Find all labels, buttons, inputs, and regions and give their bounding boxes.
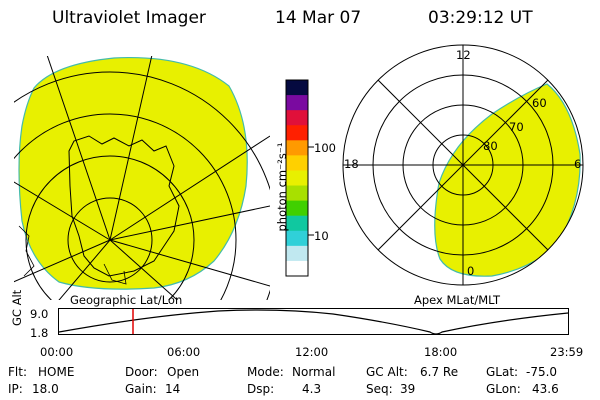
colorbar-band	[286, 80, 308, 96]
orbit-y-axis-label: GC Alt	[10, 289, 24, 326]
mlat-label-80: 80	[483, 139, 498, 153]
status-glon-value: 43.6	[532, 382, 559, 396]
date-label: 14 Mar 07	[275, 8, 362, 28]
continent-outline	[68, 135, 180, 277]
mlat-label-60: 60	[532, 96, 547, 110]
orbit-x-tick-2359: 23:59	[550, 345, 584, 359]
status-door-value: Open	[167, 365, 200, 379]
colorbar-band	[286, 110, 308, 126]
status-glat-label: GLat:	[486, 365, 519, 379]
status-gain-value: 14	[165, 382, 181, 396]
status-gcalt-label: GC Alt:	[366, 365, 408, 379]
status-gcalt-value: 6.7 Re	[420, 365, 459, 379]
polar-mlat-mlt-panel	[342, 44, 584, 286]
status-ip-label: IP:	[8, 382, 23, 396]
status-glat-value: -75.0	[526, 365, 558, 379]
status-seq-value: 39	[400, 382, 416, 396]
colorbar-band	[286, 185, 308, 202]
colorbar-tick-10: 10	[314, 229, 329, 243]
altitude-curve	[58, 309, 569, 335]
polar-grid	[342, 44, 584, 286]
orbit-altitude-strip	[58, 308, 569, 335]
status-seq-label: Seq:	[366, 382, 393, 396]
mlt-label-0: 0	[467, 264, 475, 278]
instrument-title: Ultraviolet Imager	[52, 8, 206, 28]
colorbar-band	[286, 95, 308, 111]
status-flt-value: HOME	[38, 365, 75, 379]
status-mode-value: Normal	[292, 365, 336, 379]
time-label: 03:29:12 UT	[428, 8, 533, 28]
geo-emission-region	[18, 56, 248, 290]
orbit-x-tick-1200: 12:00	[295, 345, 329, 359]
polar-emission-region	[434, 83, 581, 277]
status-gain-label: Gain:	[125, 382, 157, 396]
apex-caption: Apex MLat/MLT	[414, 293, 501, 307]
colorbar-band	[286, 245, 308, 262]
colorbar-unit-label: photon cm⁻²s⁻¹	[275, 142, 289, 232]
status-dsp-value: 4.3	[302, 382, 322, 396]
colorbar-tick-100: 100	[314, 141, 336, 155]
status-mode-label: Mode:	[247, 365, 284, 379]
mlt-label-18: 18	[344, 157, 359, 171]
mlt-label-6: 6	[574, 157, 582, 171]
orbit-y-tick-max: 9.0	[30, 307, 49, 321]
colorbar-band	[286, 170, 308, 187]
geographic-image-panel	[14, 56, 270, 300]
status-door-label: Door:	[125, 365, 158, 379]
colorbar-band	[286, 125, 308, 141]
status-dsp-label: Dsp:	[247, 382, 275, 396]
colorbar-band	[286, 215, 308, 232]
orbit-x-tick-0600: 06:00	[167, 345, 201, 359]
orbit-x-tick-0000: 00:00	[40, 345, 74, 359]
continent-coast-detail	[18, 225, 127, 285]
colorbar-band	[286, 230, 308, 247]
colorbar-band	[286, 140, 308, 156]
geo-grid	[14, 56, 270, 300]
orbit-x-tick-1800: 18:00	[424, 345, 458, 359]
colorbar	[285, 79, 314, 277]
orbit-y-tick-min: 1.8	[30, 326, 49, 340]
colorbar-band	[286, 260, 308, 277]
geographic-caption: Geographic Lat/Lon	[70, 293, 183, 307]
mlt-label-12: 12	[456, 48, 471, 62]
status-ip-value: 18.0	[32, 382, 59, 396]
mlat-label-70: 70	[509, 120, 524, 134]
status-glon-label: GLon:	[486, 382, 521, 396]
colorbar-band	[286, 200, 308, 217]
colorbar-band	[286, 155, 308, 171]
status-flt-label: Flt:	[8, 365, 27, 379]
